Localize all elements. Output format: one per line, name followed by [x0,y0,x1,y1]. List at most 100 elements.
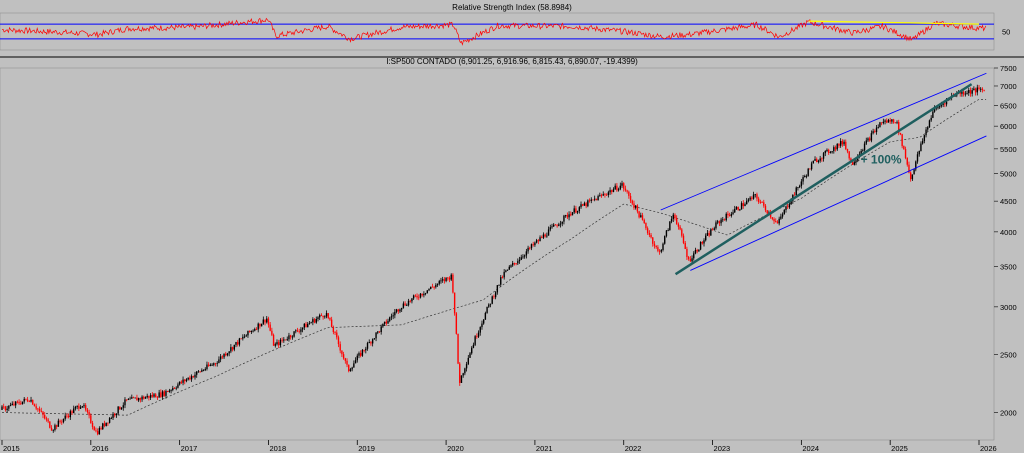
candle-body [178,381,181,385]
candle-body [74,406,77,409]
candle-body [771,217,774,219]
candle-body [833,147,835,152]
candle-body [365,348,367,351]
candle-body [298,331,300,333]
candle-body [337,337,340,345]
candle-body [880,122,883,124]
candle-body [638,211,640,218]
candle-body [824,150,826,154]
candle-body [667,230,669,231]
candle-body [57,420,60,427]
candle-body [348,364,350,372]
candle-body [932,111,934,118]
candle-body [102,423,104,430]
candle-body [124,399,126,406]
candle-body [346,360,348,365]
candle-body [658,250,661,252]
candle-body [925,129,927,136]
candle-body [684,242,686,249]
candle-body [541,237,543,239]
candle-body [493,296,495,298]
candle-body [631,200,633,204]
candle-body [23,398,25,402]
candle-body [841,140,844,145]
candle-body [520,257,522,260]
candle-body [597,196,599,201]
year-tick-label: 2023 [714,444,731,453]
candle-body [406,305,408,307]
candle-body [457,333,459,364]
candle-body [266,318,268,323]
price-panel: 2000 2500 3000 3500 4000 4500 5000 5500 6000 6500… [0,56,1024,453]
candle-body [660,250,663,252]
candle-body [110,417,113,419]
candle-body [617,189,620,191]
candle-body [749,197,751,200]
candle-body [435,284,437,288]
candle-body [223,353,225,358]
candle-body [875,127,878,133]
candle-body [636,205,639,212]
price-tick-label: 5000 [1000,170,1017,179]
candle-body [430,286,432,289]
candle-body [751,197,753,199]
candle-body [172,388,174,391]
candle-body [366,342,369,349]
candle-body [563,215,565,222]
candle-body [915,161,917,170]
candle-body [944,103,946,105]
candle-body [607,192,610,195]
candle-body [441,279,444,281]
candle-body [763,202,765,206]
candle-body [472,344,475,348]
candle-body [284,339,287,341]
candle-body [747,199,750,201]
candle-body [711,229,714,231]
candle-body [334,332,336,333]
candle-body [62,418,65,422]
price-tick-label: 6500 [1000,101,1017,110]
candle-body [86,409,89,413]
candle-body [248,330,251,333]
candle-body [76,405,78,407]
candle-body [155,394,157,398]
candle-body [518,259,521,262]
candle-body [981,88,984,90]
candle-body [28,401,31,403]
candle-body [551,226,553,228]
candle-body [197,371,200,373]
candle-body [114,413,116,416]
candle-body [73,408,75,413]
candle-body [786,206,789,208]
candle-body [310,322,312,324]
candle-body [218,359,220,363]
candle-body [132,397,135,399]
rsi-tick-label: 50 [1002,28,1010,37]
candle-body [26,399,29,402]
candle-body [170,390,172,391]
candle-body [962,91,965,95]
candle-body [845,141,847,149]
candle-body [141,396,143,400]
candle-body [119,406,121,410]
candle-body [640,215,642,218]
candle-body [641,215,644,220]
candle-body [380,326,382,333]
candle-body [822,153,825,159]
candle-body [122,405,124,408]
price-tick-label: 6000 [1000,122,1017,131]
candle-body [816,158,818,162]
candle-body [479,327,481,333]
candle-body [35,406,37,409]
candle-body [423,293,425,296]
candle-body [173,388,176,389]
candle-body [318,315,321,318]
candle-body [469,353,471,358]
candle-body [312,319,314,323]
candle-body [973,88,975,91]
candle-body [689,259,692,262]
candle-body [370,342,372,344]
candle-body [648,232,651,235]
candle-body [728,215,731,216]
candle-body [202,370,205,371]
